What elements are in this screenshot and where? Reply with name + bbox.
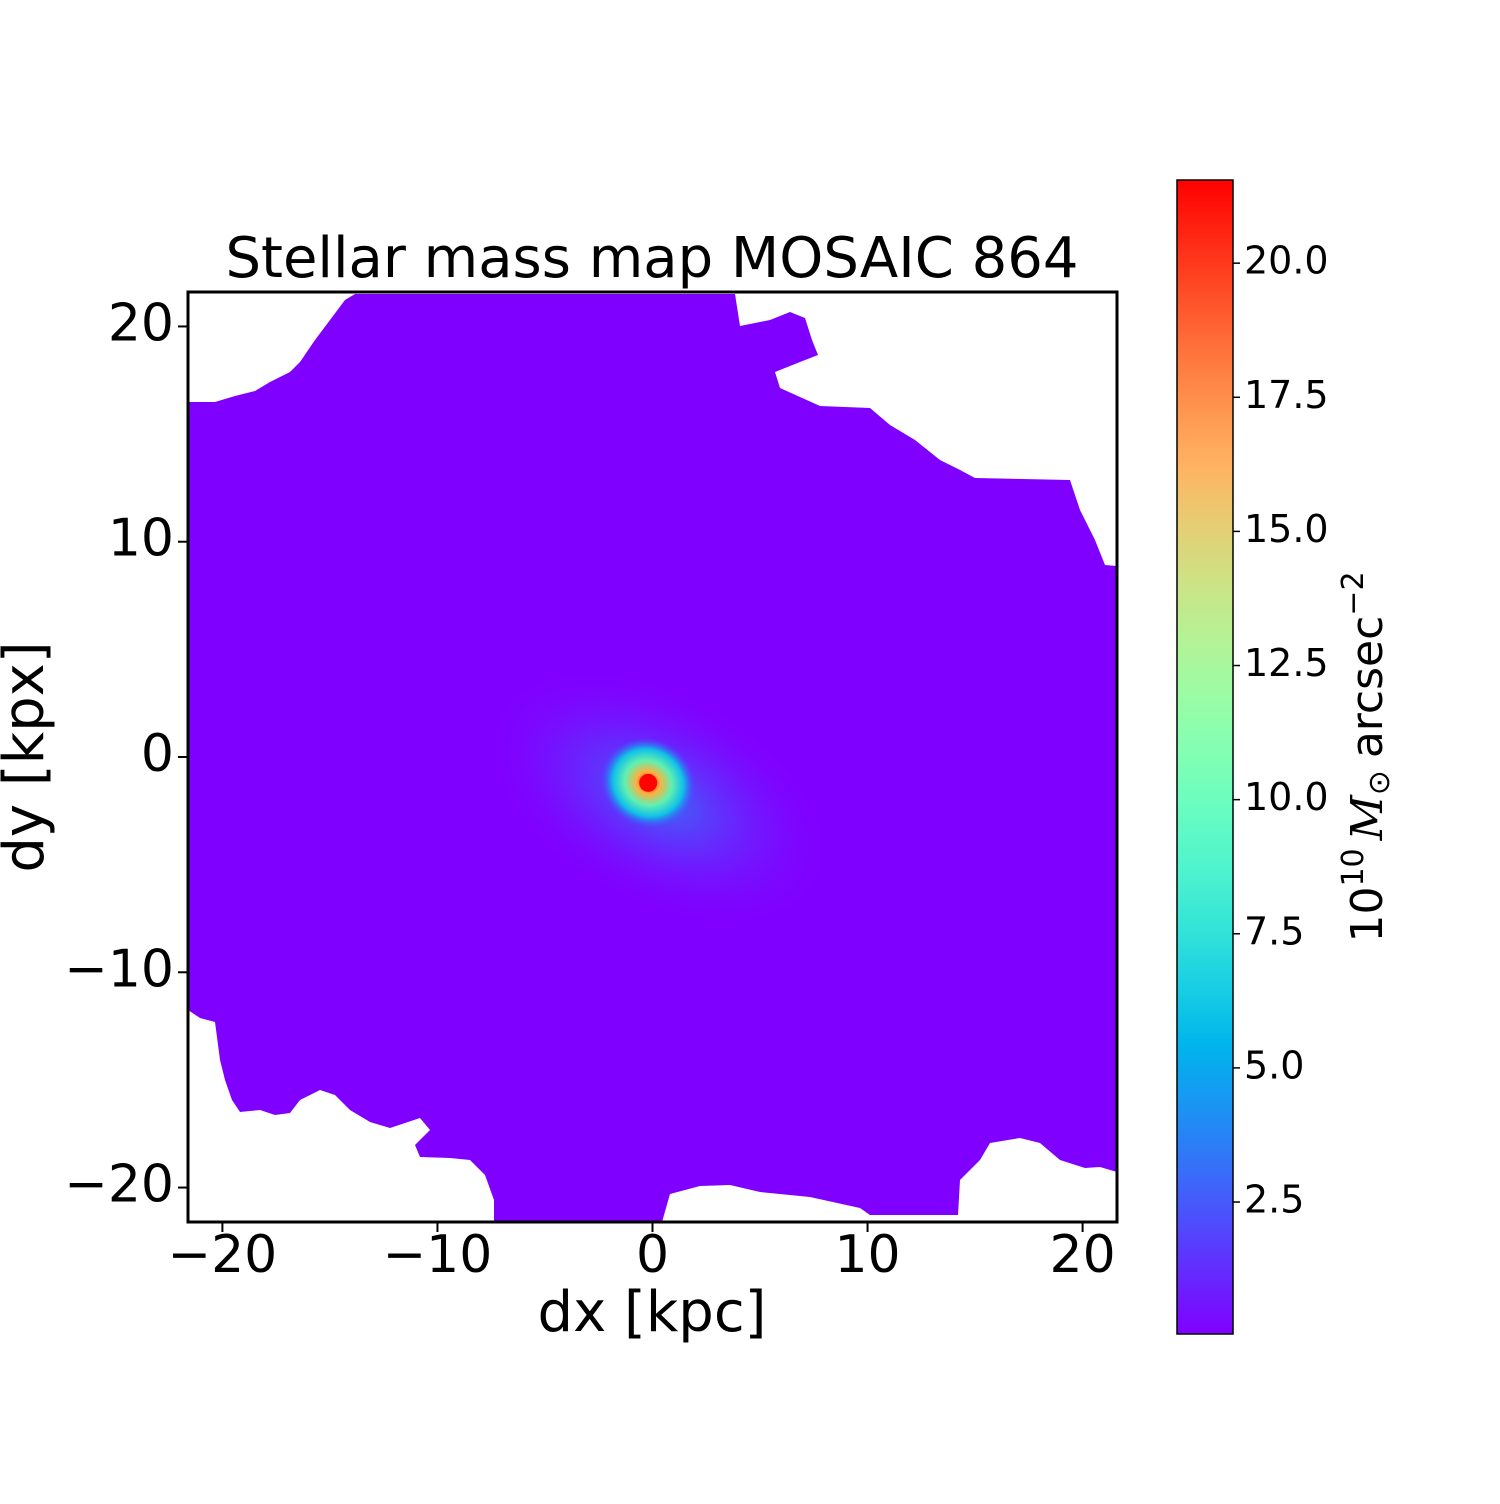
y-tick-label: −10: [64, 939, 174, 999]
colorbar-tick-label: 7.5: [1244, 909, 1304, 953]
x-axis-label: dx [kpc]: [538, 1280, 767, 1345]
colorbar-label: 1010 M⊙ arcsec−2: [1336, 571, 1397, 942]
y-tick-label: −20: [64, 1155, 174, 1215]
chart-title: Stellar mass map MOSAIC 864: [225, 226, 1078, 291]
colorbar-tick-label: 15.0: [1244, 507, 1329, 551]
cbar-label-unit-exp: −2: [1336, 571, 1371, 615]
x-tick-label: 0: [636, 1225, 669, 1285]
x-tick-label: −20: [168, 1225, 278, 1285]
colorbar: [1176, 179, 1234, 1335]
y-tick-label: 0: [141, 724, 174, 784]
cbar-label-base: 10: [1342, 887, 1393, 943]
x-tick-label: −10: [383, 1225, 493, 1285]
x-tick-label: 20: [1050, 1225, 1116, 1285]
y-tick-label: 20: [108, 293, 174, 353]
colorbar-tick-label: 20.0: [1244, 239, 1329, 283]
colorbar-tick-label: 2.5: [1244, 1178, 1304, 1222]
colorbar-tick-label: 17.5: [1244, 373, 1329, 417]
colorbar-tick-label: 5.0: [1244, 1043, 1304, 1087]
map: [188, 294, 1117, 1222]
cbar-label-symbol: M: [1342, 794, 1393, 841]
cbar-label-exp: 10: [1336, 848, 1371, 886]
x-tick-label: 10: [834, 1225, 900, 1285]
peak: [639, 773, 658, 792]
y-axis-label: dy [kpx]: [0, 641, 57, 872]
y-tick-label: 10: [108, 509, 174, 569]
colorbar-tick-label: 10.0: [1244, 775, 1329, 819]
cbar-label-sub: ⊙: [1362, 770, 1397, 795]
core-group: [482, 665, 834, 930]
colorbar-tick-label: 12.5: [1244, 641, 1329, 685]
cbar-label-unit: arcsec: [1342, 616, 1393, 758]
